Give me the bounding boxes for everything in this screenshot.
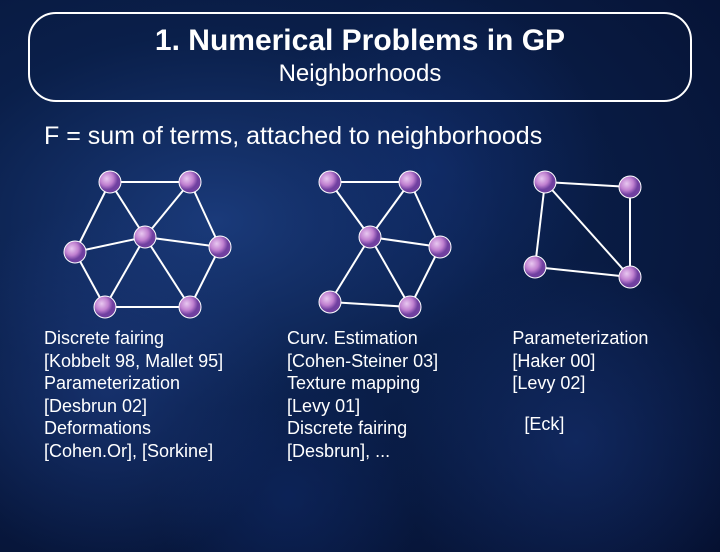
graph-1: [50, 157, 250, 327]
col2-line: [Cohen-Steiner 03]: [287, 350, 494, 373]
col1-line: [Kobbelt 98, Mallet 95]: [44, 350, 269, 373]
col3-eck: [Eck]: [524, 413, 690, 436]
diagrams-region: [0, 157, 720, 327]
col1-line: [Desbrun 02]: [44, 395, 269, 418]
col3-line: [Haker 00]: [512, 350, 690, 373]
text-columns: Discrete fairing [Kobbelt 98, Mallet 95]…: [0, 327, 720, 462]
graph-3: [510, 157, 670, 307]
col2-line: Texture mapping: [287, 372, 494, 395]
title-box: 1. Numerical Problems in GP Neighborhood…: [28, 12, 692, 102]
equation-text: F = sum of terms, attached to neighborho…: [44, 122, 720, 151]
col3-line: Parameterization: [512, 327, 690, 350]
col2-line: [Desbrun], ...: [287, 440, 494, 463]
graph-2: [290, 157, 460, 327]
main-title: 1. Numerical Problems in GP: [50, 24, 670, 58]
subtitle: Neighborhoods: [50, 60, 670, 88]
col2-line: [Levy 01]: [287, 395, 494, 418]
col3-line: [Levy 02]: [512, 372, 690, 395]
col1-line: Parameterization: [44, 372, 269, 395]
col1-line: [Cohen.Or], [Sorkine]: [44, 440, 269, 463]
col1-line: Deformations: [44, 417, 269, 440]
col2-line: Discrete fairing: [287, 417, 494, 440]
column-2: Curv. Estimation [Cohen-Steiner 03] Text…: [287, 327, 494, 462]
col2-line: Curv. Estimation: [287, 327, 494, 350]
col1-line: Discrete fairing: [44, 327, 269, 350]
column-1: Discrete fairing [Kobbelt 98, Mallet 95]…: [44, 327, 269, 462]
column-3: Parameterization [Haker 00] [Levy 02] [E…: [512, 327, 690, 462]
